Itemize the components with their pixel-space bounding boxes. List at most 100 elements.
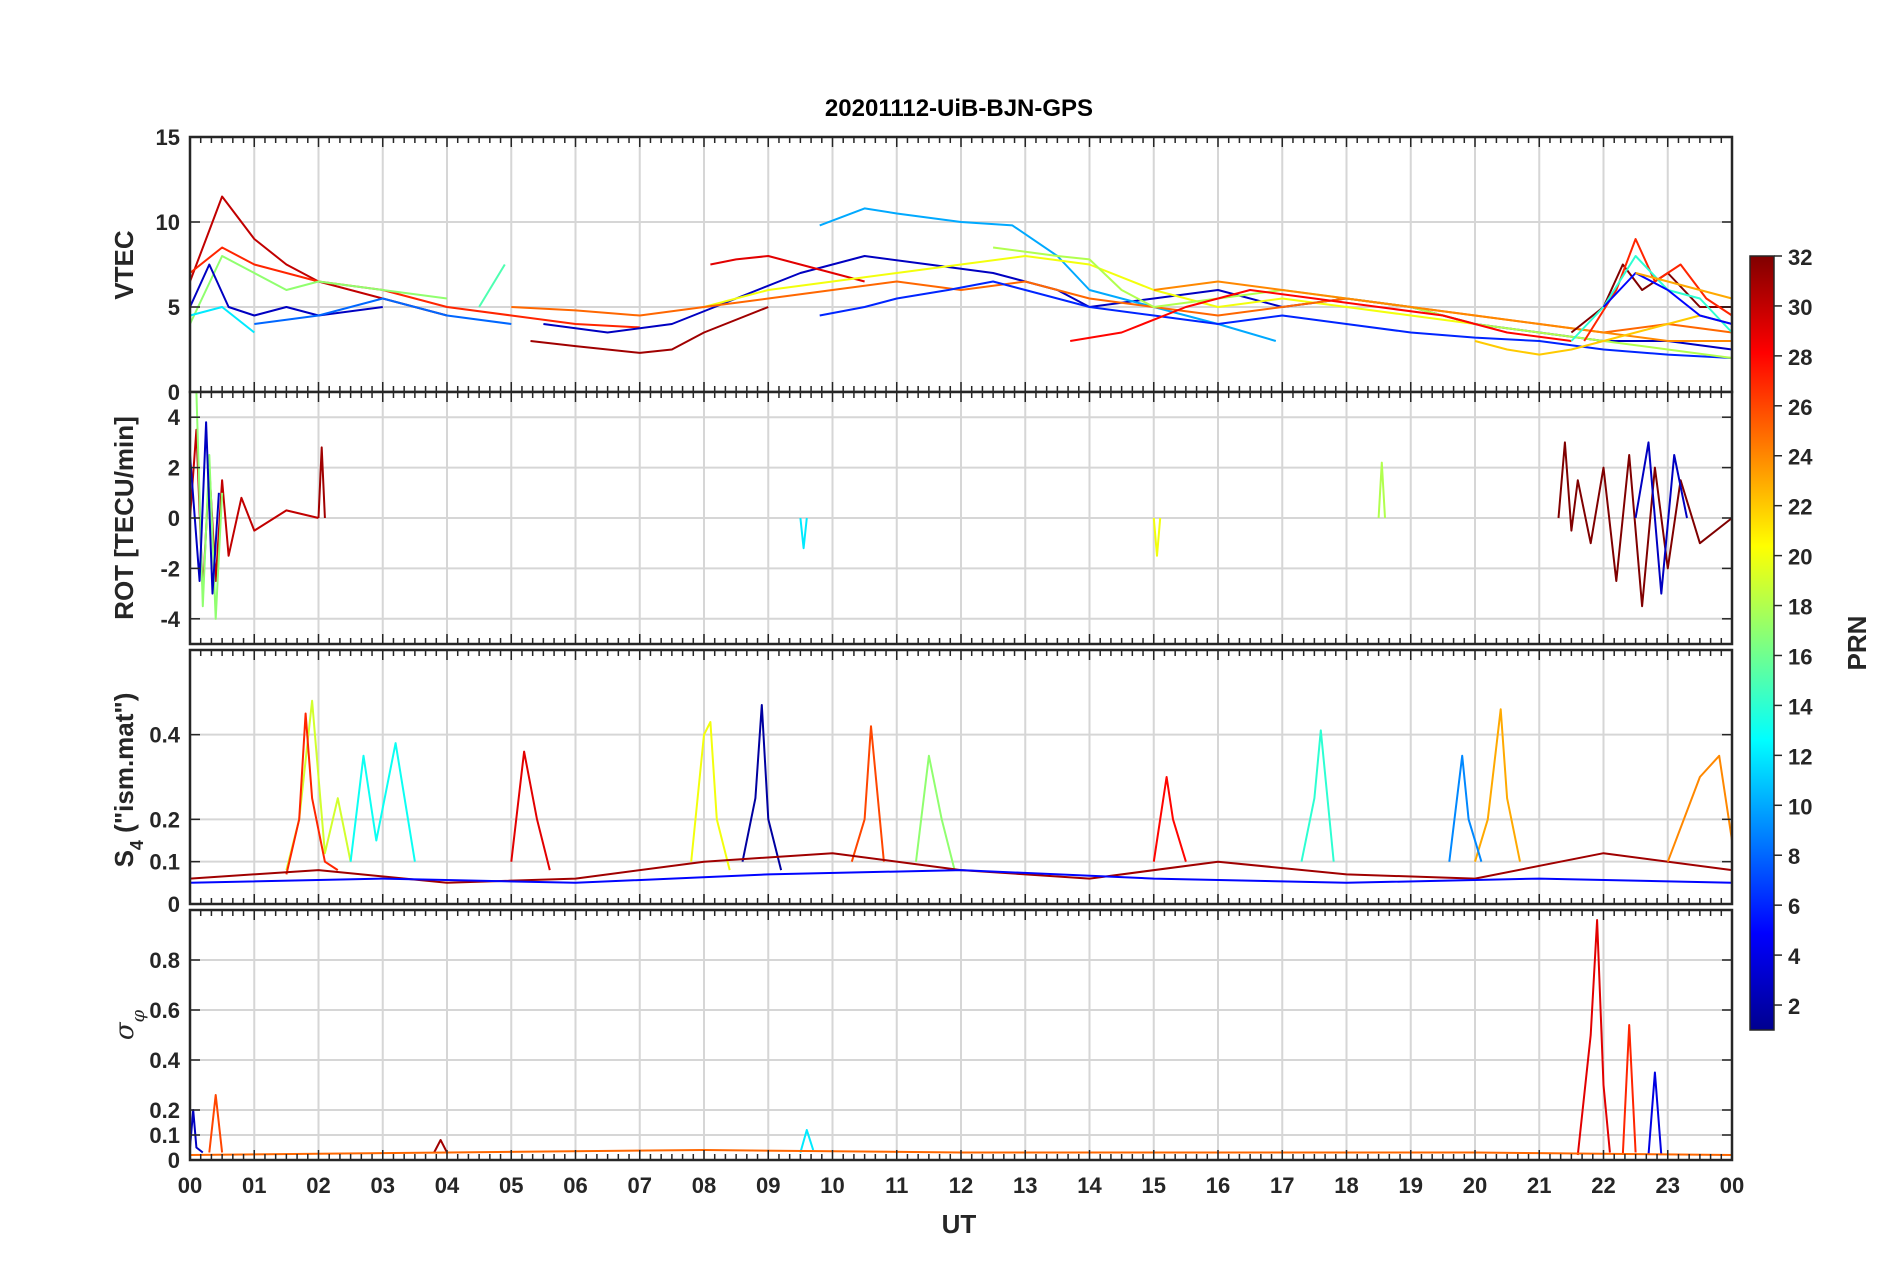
rot-frame	[188, 390, 1734, 646]
colorbar-tick-label: 30	[1788, 295, 1812, 320]
vtec-panel: 0 5 10 15	[156, 125, 1734, 405]
x-tick-label: 00	[178, 1173, 202, 1198]
sigma-series-prn-27	[1621, 1024, 1637, 1156]
x-axis-title: UT	[942, 1209, 977, 1239]
x-tick-label: 18	[1334, 1173, 1358, 1198]
colorbar-tick-label: 10	[1788, 794, 1812, 819]
figure-title: 20201112-UiB-BJN-GPS	[825, 95, 1093, 122]
sigma-series-prn-4	[1647, 1071, 1663, 1156]
colorbar-tick-label: 26	[1788, 395, 1812, 420]
x-tick-label: 09	[756, 1173, 780, 1198]
s4-series-prn-23	[1474, 708, 1521, 862]
x-tick-label: 10	[820, 1173, 844, 1198]
x-tick-label: 11	[885, 1173, 908, 1198]
s4-panel: 0 0.1 0.2 0.4	[149, 648, 1734, 917]
colorbar-tick-label: 2	[1788, 994, 1800, 1019]
rot-y-tick-label: 4	[168, 405, 181, 430]
s4-series-prn-29	[510, 750, 551, 871]
x-tick-label: 16	[1206, 1173, 1230, 1198]
sigma-y-tick-label: 0.6	[149, 998, 180, 1023]
s4-y-tick-label: 0.1	[149, 850, 180, 875]
x-tick-label: 04	[435, 1173, 460, 1198]
vtec-series-prn-20	[703, 255, 1476, 325]
vtec-y-tick-label: 0	[168, 380, 180, 405]
sigma-subscript: φ	[128, 1009, 149, 1022]
colorbar-tick-label: 16	[1788, 644, 1812, 669]
sigma-panel: 00.10.2 0.4 0.6 0.8	[149, 908, 1734, 1173]
sigma-series-prn-3	[189, 1109, 204, 1154]
colorbar-gradient	[1749, 255, 1775, 1031]
x-tick-label: 06	[563, 1173, 587, 1198]
x-tick-label: 00	[1720, 1173, 1744, 1198]
x-tick-label: 21	[1527, 1173, 1551, 1198]
vtec-y-tick-label: 15	[156, 125, 180, 150]
sigma-y-tick-label: 0.1	[149, 1123, 180, 1148]
rot-y-tick-label: 0	[168, 506, 180, 531]
vtec-series-prn-6	[819, 280, 1733, 359]
vtec-series-prn-14	[1570, 255, 1733, 342]
rot-series-prn-12	[799, 517, 808, 550]
vtec-series-prn-31	[530, 306, 769, 354]
s4-series-prn-17	[915, 754, 956, 871]
x-tick-label: 02	[306, 1173, 330, 1198]
x-tick-label: 03	[371, 1173, 395, 1198]
colorbar-tick-label: 14	[1788, 694, 1813, 719]
vtec-series-prn-15	[478, 263, 506, 308]
x-tick-label: 17	[1270, 1173, 1294, 1198]
rot-series-prn-31	[317, 446, 326, 519]
sigma-y-tick-label: 0.4	[149, 1048, 180, 1073]
s4-y-tick-label: 0.4	[149, 723, 180, 748]
rot-series-prn-3	[189, 421, 220, 595]
s4-series-prn-28	[1152, 776, 1187, 862]
s4-series-prn-9	[1448, 754, 1483, 862]
vtec-series-prn-8	[254, 297, 512, 325]
colorbar-tick-label: 22	[1788, 495, 1812, 520]
sigma-y-tick-label: 0	[168, 1148, 180, 1173]
x-tick-label: 22	[1591, 1173, 1615, 1198]
s4-series-prn-26	[850, 725, 885, 862]
sigma-series-prn-26	[208, 1094, 224, 1153]
x-tick-labels: 00 01 02 03 04 05 06 07 08 09 10 11 12 13 14 15 16 17 18 19…	[178, 1173, 1744, 1198]
colorbar-tick-label: 8	[1788, 844, 1800, 869]
colorbar-tick-label: 28	[1788, 345, 1812, 370]
vtec-series-prn-5	[1602, 272, 1733, 325]
sigma-series-prn-31	[433, 1139, 448, 1153]
s4-series-prn-20	[690, 721, 731, 871]
vtec-y-title: VTEC	[109, 230, 139, 300]
vtec-series-prn-12	[189, 306, 255, 334]
colorbar-tick-label: 24	[1788, 445, 1813, 470]
x-tick-label: 07	[628, 1173, 652, 1198]
sigma-frame	[188, 908, 1734, 1162]
colorbar-tick-label: 6	[1788, 894, 1800, 919]
rot-series-prn-18	[1377, 461, 1386, 519]
x-tick-label: 19	[1399, 1173, 1423, 1198]
s4-series-prn-13	[349, 742, 416, 862]
vtec-series-prn-29	[710, 255, 865, 283]
sigma-y-tick-label: 0.8	[149, 948, 180, 973]
s4-y-tick-label: 0.2	[149, 807, 180, 832]
s4-series-prn-27	[285, 712, 339, 875]
x-tick-label: 05	[499, 1173, 523, 1198]
sigma-series-prn-12	[799, 1129, 815, 1153]
rot-series-prn-3	[1634, 441, 1688, 595]
rot-series-prn-20	[1152, 517, 1162, 557]
colorbar-tick-label: 12	[1788, 744, 1812, 769]
vtec-series-prn-22	[1474, 314, 1733, 356]
vtec-series-prn-28	[1070, 289, 1572, 342]
x-tick-label: 14	[1077, 1173, 1102, 1198]
vtec-series-prn-10	[819, 207, 1277, 342]
s4-series-prn-5	[189, 869, 1733, 884]
s4-y-title: S4 ("ism.mat")	[109, 693, 147, 868]
x-tick-label: 01	[242, 1173, 266, 1198]
rot-y-title: ROT [TECU/min]	[109, 416, 139, 620]
s4-y-tick-label: 0	[168, 892, 180, 917]
vtec-y-tick-label: 5	[168, 295, 180, 320]
colorbar-label: PRN	[1842, 616, 1872, 671]
s4-series-prn-2	[741, 704, 783, 871]
rot-y-tick-label: 2	[168, 456, 180, 481]
s4-series-prn-24	[1666, 754, 1733, 863]
rot-series-prn-32	[1557, 441, 1733, 608]
s4-series-prn-14	[1300, 729, 1335, 862]
